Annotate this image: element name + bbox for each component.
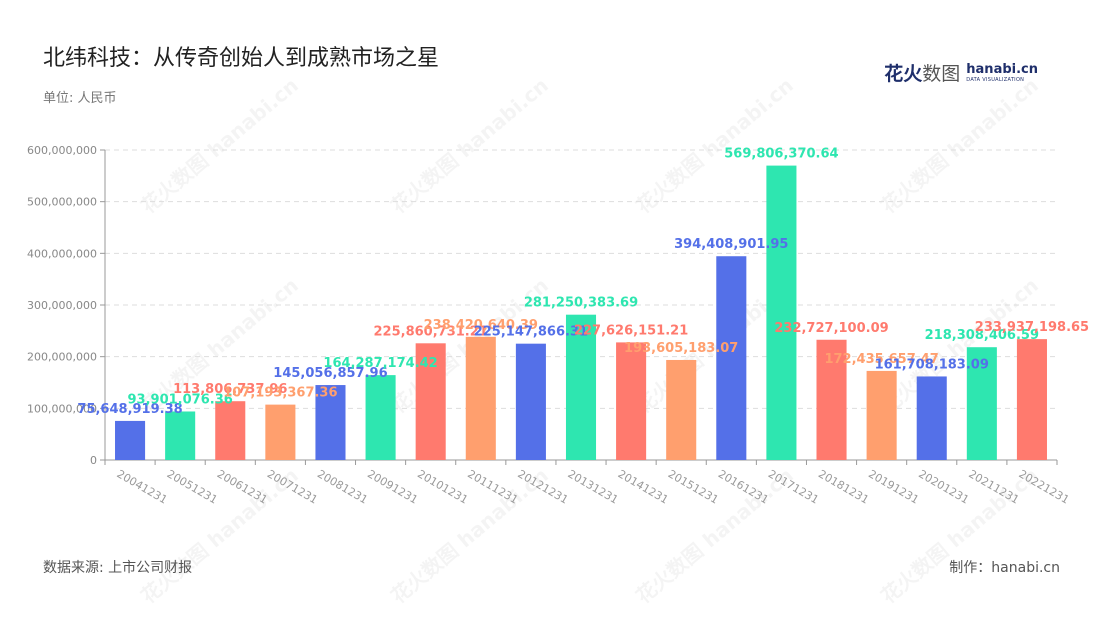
bar [1016,339,1047,460]
y-tick-label: 200,000,000 [27,351,97,364]
unit-label: 单位: 人民币 [43,91,117,106]
logo-subtitle: DATA VISUALIZATION [966,76,1025,83]
bar [265,404,296,460]
bar [816,339,847,460]
bar [866,370,897,460]
x-category-label: 20061231 [215,467,270,506]
bar-value-label: 238,420,640.39 [424,318,538,333]
x-category-label: 20161231 [716,467,771,506]
bar-value-label: 233,937,198.65 [975,320,1089,335]
bar [415,343,446,460]
bar-value-label: 93,901,076.36 [128,392,233,407]
x-category-label: 20091231 [365,467,420,506]
bar-value-label: 225,860,731.21 [374,324,488,339]
x-category-label: 20151231 [666,467,721,506]
chart-title: 北纬科技：从传奇创始人到成熟市场之星 [43,46,440,71]
y-tick-label: 500,000,000 [27,196,97,209]
x-category-label: 20131231 [566,467,621,506]
bar-value-label: 232,727,100.09 [774,321,888,336]
logo-en-wrap: hanabi.cn DATA VISUALIZATION [966,63,1038,83]
x-category-label: 20191231 [866,467,921,506]
logo-cn: 花火数图 [884,63,961,85]
x-category-label: 20171231 [766,467,821,506]
x-category-label: 20141231 [616,467,671,506]
bar-value-label: 107,193,367.36 [223,386,337,401]
logo-en: hanabi.cn [966,61,1038,77]
bar-value-label: 164,287,174.42 [323,356,437,371]
bar-value-label: 225,147,866.31 [474,325,588,340]
bar [716,256,747,460]
x-category-label: 20211231 [966,467,1021,506]
x-category-label: 20221231 [1016,467,1071,506]
bar-value-label: 113,806,737.96 [173,382,287,397]
x-category-label: 20181231 [816,467,871,506]
y-tick-label: 300,000,000 [27,299,97,312]
bar-value-label: 281,250,383.69 [524,296,638,311]
bar [966,347,997,460]
bar [916,376,947,460]
bar [465,336,496,460]
bar [766,165,797,460]
x-category-label: 20121231 [515,467,570,506]
bar-value-label: 145,056,857.96 [273,366,387,381]
bar [365,375,396,460]
data-source: 数据来源: 上市公司财报 [43,560,193,576]
bar [515,343,546,460]
bar-value-label: 227,626,151.21 [574,323,688,338]
bar [565,314,597,460]
x-category-label: 20201231 [916,467,971,506]
bar-value-label: 218,308,406.59 [925,328,1039,343]
bar-value-label: 161,708,183.09 [875,357,989,372]
x-category-label: 20071231 [265,467,320,506]
brand-logo: 花火数图 hanabi.cn DATA VISUALIZATION [884,59,1038,86]
y-tick-label: 100,000,000 [27,402,97,415]
bar [616,342,647,460]
x-category-label: 20101231 [415,467,470,506]
y-tick-label: 600,000,000 [27,144,97,157]
x-category-label: 20081231 [315,467,370,506]
x-category-label: 20111231 [465,467,520,506]
bar [165,411,196,460]
credit: 制作：hanabi.cn [949,560,1060,576]
bar-value-label: 75,648,919.38 [77,402,182,417]
x-category-label: 20051231 [165,467,220,506]
bar [115,420,146,460]
bar-value-label: 394,408,901.95 [674,237,788,252]
bar-value-label: 193,605,183.07 [624,341,738,356]
bar [315,385,346,460]
bar [666,359,697,460]
bar-value-label: 569,806,370.64 [724,147,838,162]
bar [215,401,246,460]
y-tick-label: 0 [90,454,97,467]
y-tick-label: 400,000,000 [27,247,97,260]
x-category-label: 20041231 [115,467,170,506]
bar-value-label: 172,435,657.47 [824,352,938,367]
